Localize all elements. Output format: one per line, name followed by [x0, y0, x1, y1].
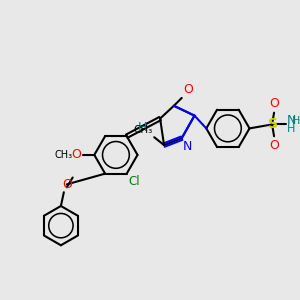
Text: O: O — [72, 148, 82, 161]
Text: O: O — [62, 178, 72, 191]
Text: O: O — [184, 83, 194, 96]
Text: Cl: Cl — [129, 175, 140, 188]
Text: H: H — [138, 121, 147, 134]
Text: H: H — [287, 124, 295, 134]
Text: O: O — [269, 139, 279, 152]
Text: N: N — [183, 140, 192, 153]
Text: N: N — [287, 114, 296, 127]
Text: CH₃: CH₃ — [55, 150, 73, 160]
Text: H: H — [292, 116, 300, 125]
Text: O: O — [269, 97, 279, 110]
Text: S: S — [268, 118, 278, 131]
Text: CH₃: CH₃ — [133, 125, 152, 135]
